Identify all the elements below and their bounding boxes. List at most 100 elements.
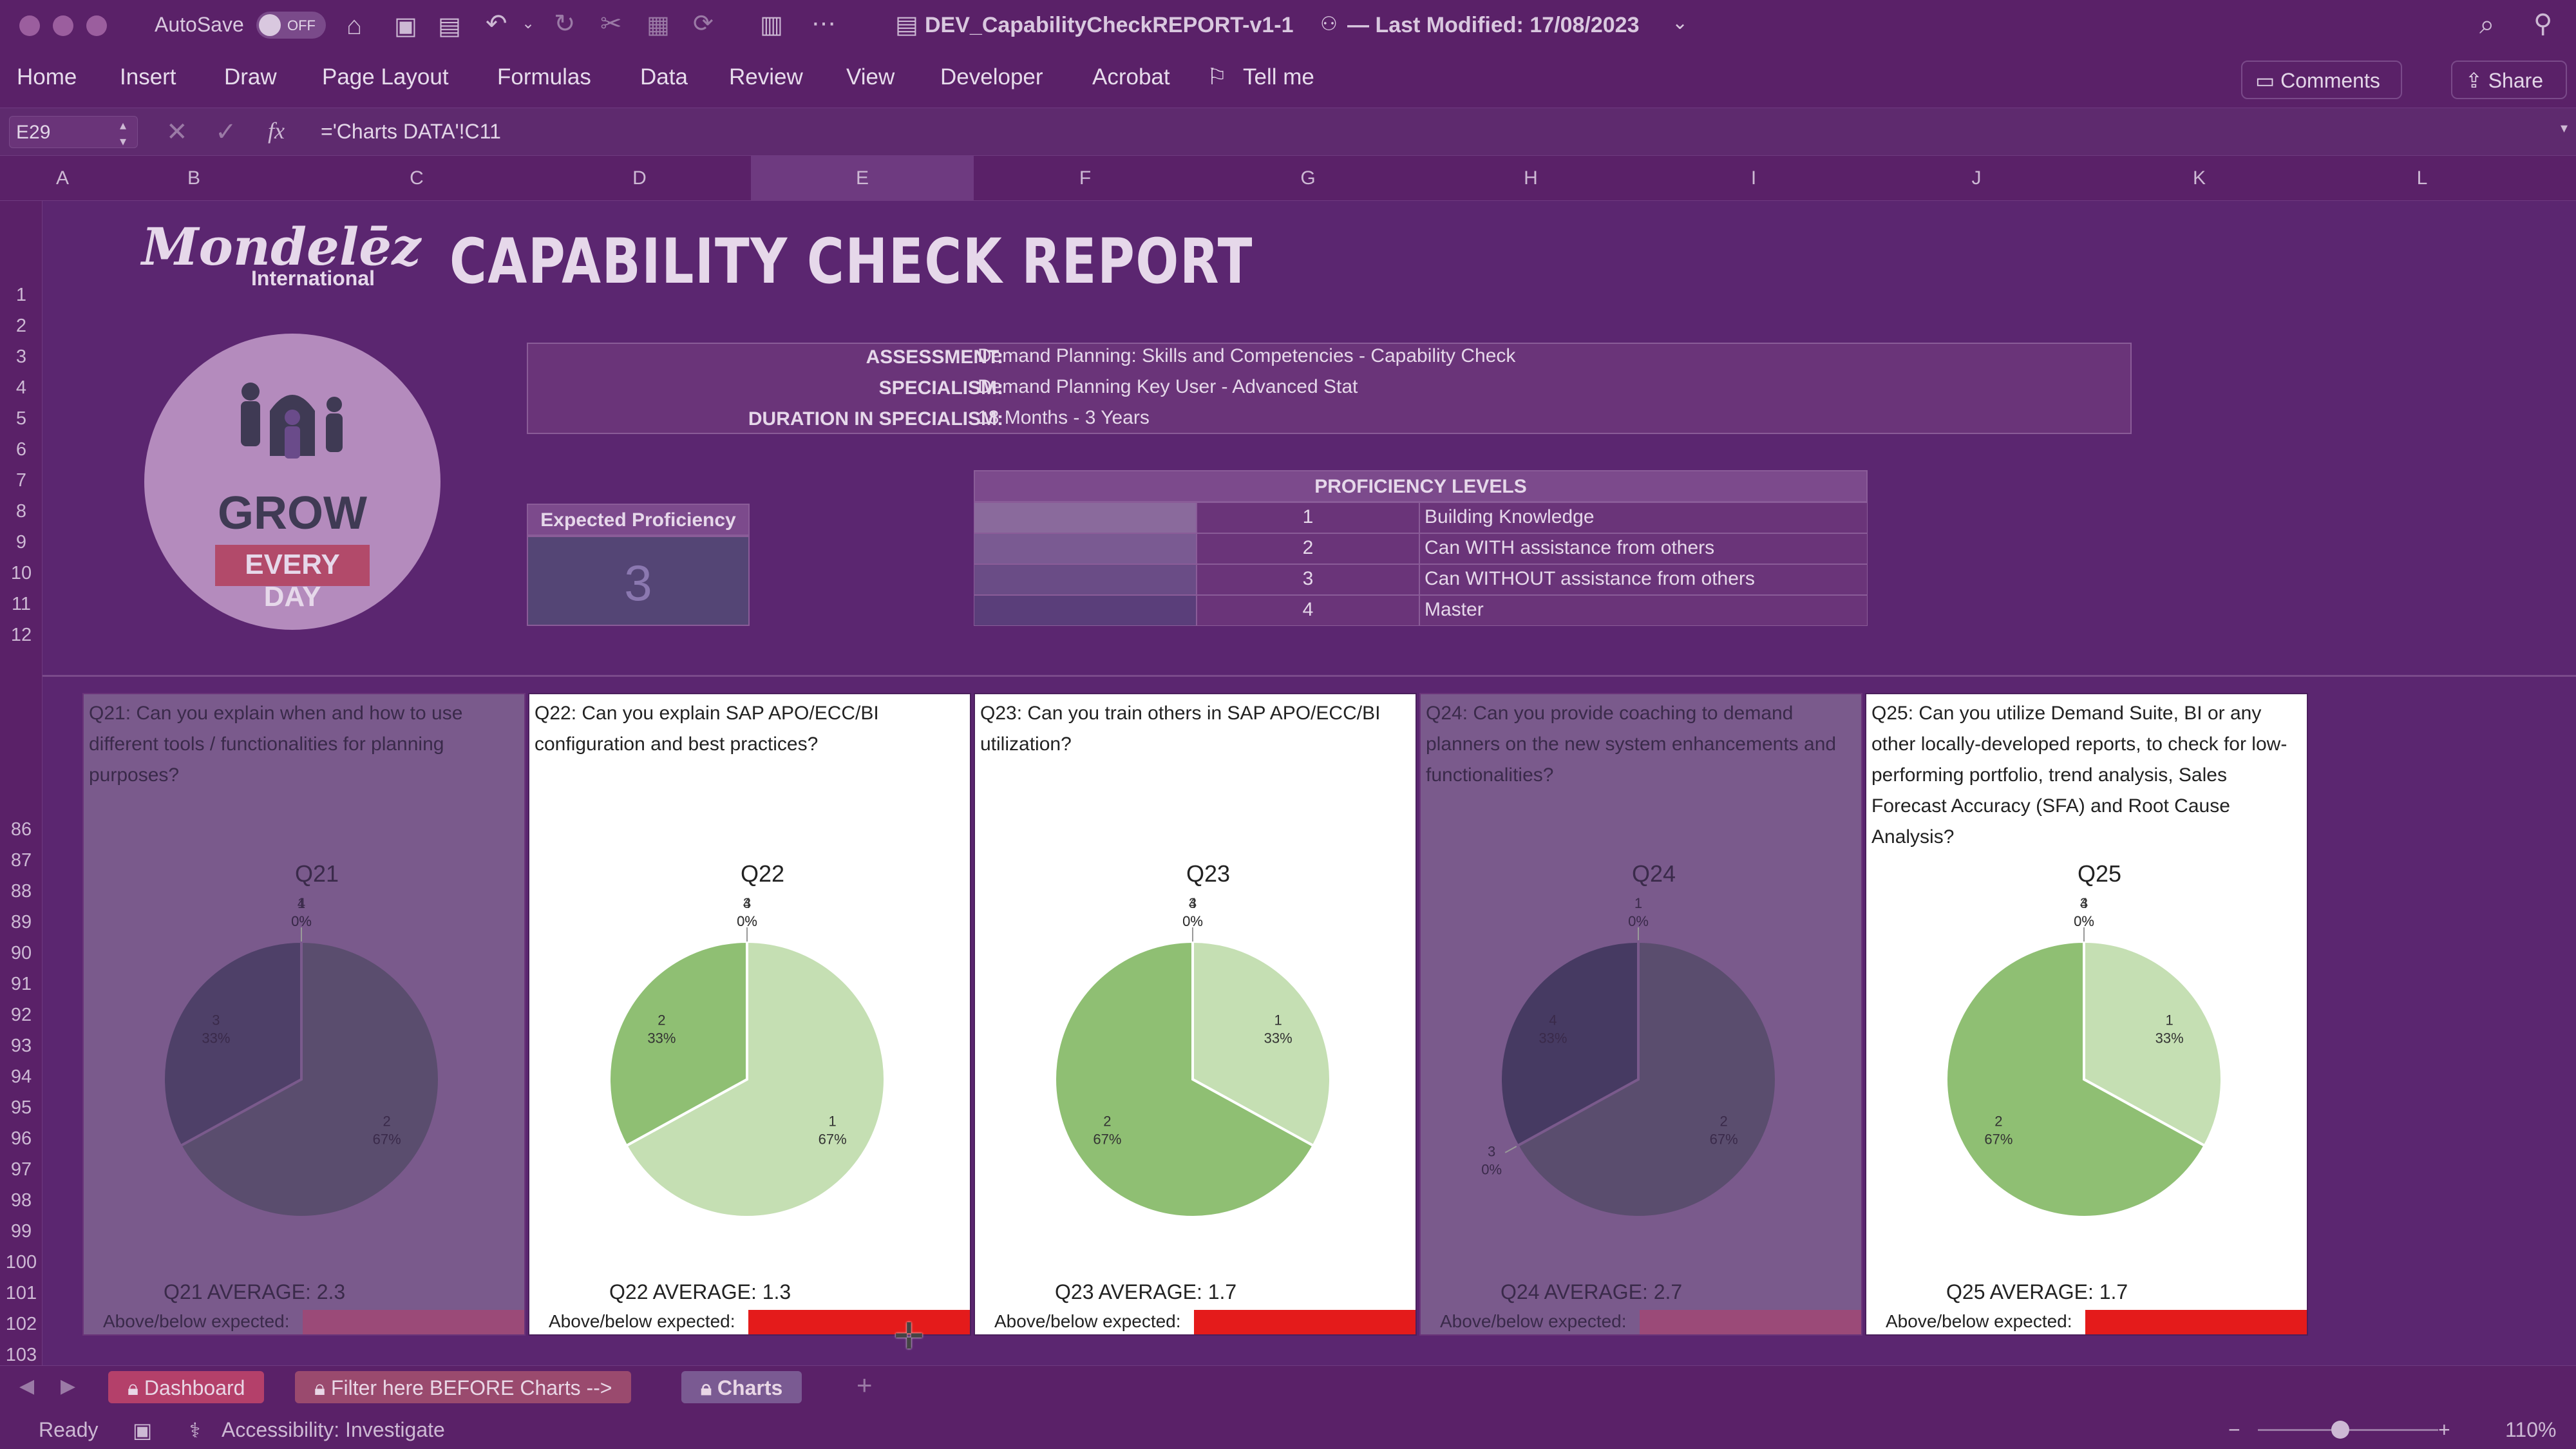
tab-home[interactable]: Home [17,64,77,90]
tab-review[interactable]: Review [729,64,803,90]
formula-input[interactable]: ='Charts DATA'!C11 [321,120,501,143]
row-header[interactable]: 95 [10,1097,32,1118]
column-header-selected[interactable]: E [751,156,974,201]
cancel-icon[interactable]: ✕ [166,118,188,146]
row-header[interactable]: 9 [15,532,27,553]
undo-icon[interactable]: ↶ [486,10,507,38]
row-header[interactable]: 12 [10,625,32,645]
enter-icon[interactable]: ✓ [215,118,237,146]
row-header[interactable]: 88 [10,881,32,902]
chevron-down-icon[interactable]: ⌄ [1672,12,1689,33]
row-header[interactable]: 99 [10,1221,32,1242]
close-window-button[interactable] [19,15,40,36]
row-header[interactable]: 101 [5,1283,37,1303]
row-header[interactable]: 90 [10,943,32,963]
accessibility-status[interactable]: Accessibility: Investigate [222,1418,445,1441]
more-icon[interactable]: ⋯ [811,10,836,37]
add-sheet-icon[interactable]: + [857,1370,873,1400]
tell-me-search[interactable]: Tell me [1243,64,1314,90]
row-header[interactable]: 86 [10,819,32,840]
row-header[interactable]: 97 [10,1159,32,1180]
sheet-tab-filter[interactable]: 🔒︎ Filter here BEFORE Charts --> [295,1371,632,1403]
redo-icon[interactable]: ↻ [554,10,576,38]
expand-formula-icon[interactable]: ▾ [2561,120,2568,136]
name-box-dropdown-icon[interactable]: ▴ ▾ [120,118,127,149]
pie-label: 67% [819,1131,847,1147]
macro-record-icon[interactable]: ▣ [133,1419,153,1442]
tab-developer[interactable]: Developer [940,64,1043,90]
row-header[interactable]: 1 [15,285,27,305]
undo-dropdown-icon[interactable]: ⌄ [522,15,535,32]
name-box[interactable]: E29 [9,116,138,148]
sheet-tab-dashboard[interactable]: 🔒︎ Dashboard [108,1371,265,1403]
search-icon[interactable]: ⌕ [2479,9,2495,39]
specialism-label: SPECIALISM: [878,377,1003,399]
row-header[interactable]: 3 [15,346,27,367]
row-header[interactable]: 102 [5,1314,37,1334]
tab-page-layout[interactable]: Page Layout [322,64,449,90]
home-icon[interactable]: ⌂ [346,12,363,40]
insert-function-icon[interactable]: fx [268,118,285,144]
column-header[interactable]: F [1079,167,1092,189]
comments-button[interactable]: ▭ Comments [2241,61,2402,99]
row-header[interactable]: 5 [15,408,27,429]
scroll-right-icon[interactable]: ▶ [61,1376,76,1397]
tab-formulas[interactable]: Formulas [497,64,591,90]
column-header[interactable]: H [1524,167,1538,189]
row-header[interactable]: 89 [10,912,32,933]
tab-insert[interactable]: Insert [120,64,176,90]
tab-view[interactable]: View [846,64,895,90]
row-header[interactable]: 103 [5,1345,37,1365]
tab-draw[interactable]: Draw [224,64,277,90]
column-header[interactable]: D [632,167,647,189]
table-icon[interactable]: ▦ [647,12,670,39]
column-header[interactable]: B [187,167,200,189]
share-button[interactable]: ⇪ Share [2451,61,2567,99]
row-header[interactable]: 11 [11,594,32,614]
format-painter-icon[interactable]: ✂ [600,10,622,38]
row-header[interactable]: 8 [15,501,27,522]
row-header[interactable]: 6 [15,439,27,460]
row-header[interactable]: 10 [10,563,32,583]
pie-label: 4 [1549,1012,1557,1028]
zoom-level[interactable]: 110% [2505,1418,2557,1441]
tab-acrobat[interactable]: Acrobat [1092,64,1170,90]
above-below-label: Above/below expected: [1886,1311,2072,1331]
row-header[interactable]: 100 [5,1252,37,1273]
row-header[interactable]: 4 [15,377,27,398]
row-header[interactable]: 92 [10,1005,32,1025]
row-header[interactable]: 94 [10,1066,32,1087]
row-header[interactable]: 2 [15,316,27,336]
zoom-in-icon[interactable]: + [2438,1418,2450,1441]
column-header[interactable]: A [55,167,69,189]
save-as-icon[interactable]: ▤ [438,13,461,40]
zoom-out-icon[interactable]: − [2228,1418,2240,1441]
column-header[interactable]: J [1971,167,1982,189]
column-header[interactable]: C [410,167,424,189]
autosave-toggle[interactable]: OFF [256,12,326,39]
tab-data[interactable]: Data [640,64,688,90]
pie-label: 33% [2155,1030,2184,1046]
save-icon[interactable]: ▣ [394,13,417,40]
account-icon[interactable]: ⚲ [2533,10,2553,38]
accessibility-icon[interactable]: ⚕ [189,1419,201,1442]
file-name[interactable]: DEV_CapabilityCheckREPORT-v1-1 [925,13,1294,37]
autosave-label: AutoSave [155,13,244,36]
column-header[interactable]: L [2416,167,2428,189]
column-header[interactable]: G [1300,167,1316,189]
row-header[interactable]: 93 [10,1036,32,1056]
sheet-tab-charts[interactable]: 🔒︎ Charts [681,1371,802,1403]
minimize-window-button[interactable] [53,15,73,36]
maximize-window-button[interactable] [86,15,107,36]
column-header[interactable]: K [2192,167,2206,189]
column-header[interactable]: I [1750,167,1757,189]
row-header[interactable]: 7 [15,470,27,491]
refresh-icon[interactable]: ⟳ [693,10,714,37]
row-header[interactable]: 87 [10,850,32,871]
row-header[interactable]: 91 [10,974,32,994]
scroll-left-icon[interactable]: ◀ [19,1376,35,1397]
zoom-slider-thumb[interactable] [2331,1421,2349,1439]
row-header[interactable]: 96 [10,1128,32,1149]
row-header[interactable]: 98 [10,1190,32,1211]
pivot-icon[interactable]: ▥ [760,12,783,39]
